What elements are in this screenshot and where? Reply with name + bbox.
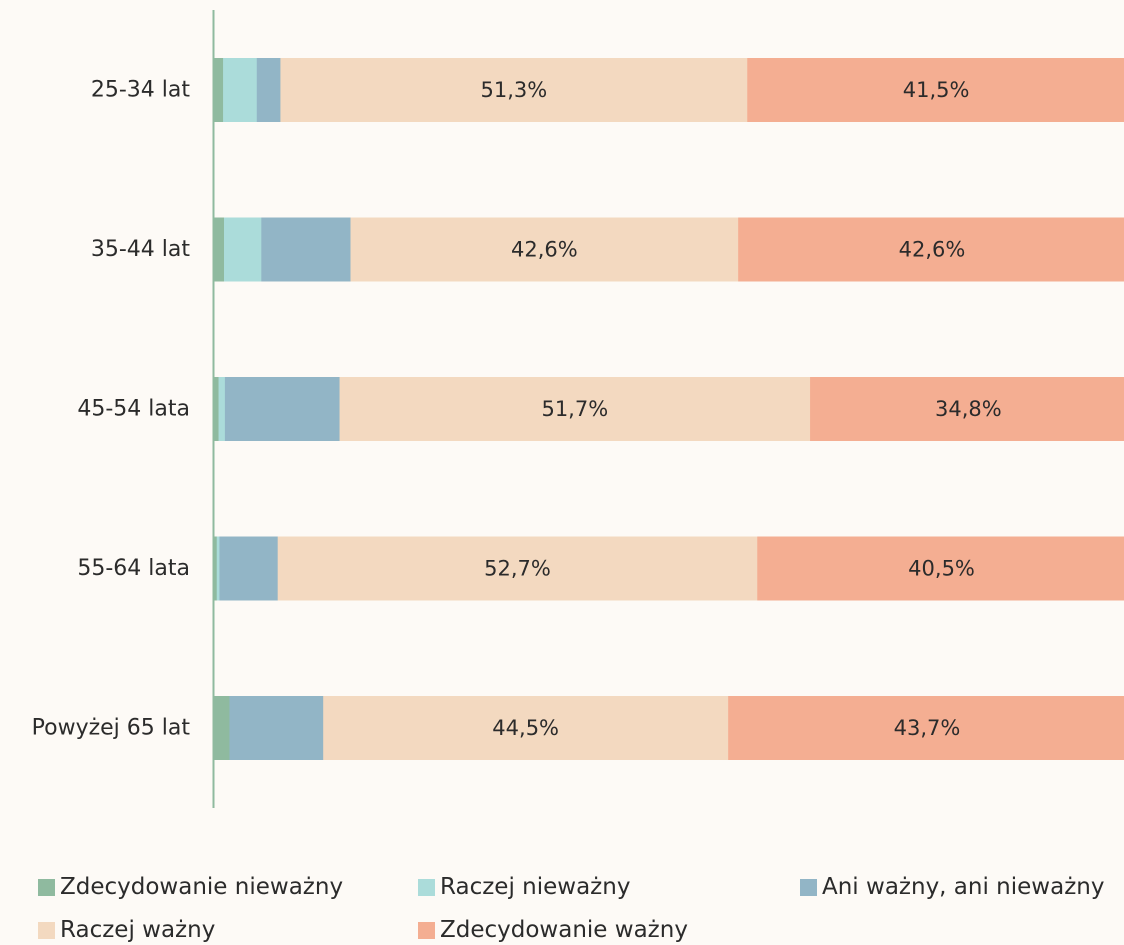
- bar-segment: [224, 217, 262, 282]
- legend-swatch: [800, 878, 817, 896]
- legend: Zdecydowanie nieważny Raczej nieważny An…: [0, 860, 1124, 945]
- bar-segment: [738, 217, 1124, 282]
- bar-segment: [339, 377, 811, 441]
- bar-segment: [214, 696, 230, 760]
- bar-segment: [747, 58, 1124, 122]
- bar-segment: [810, 377, 1124, 441]
- bar-segment: [214, 377, 219, 441]
- legend-label: Zdecydowanie nieważny: [60, 874, 344, 900]
- stacked-bar-chart: 51,3% 41,5% 42,6% 42,6% 51,7% 34,8% 52,7% 40,5%…: [32, 10, 1124, 808]
- bar-segment: [261, 217, 351, 282]
- bar-segment: [280, 58, 748, 122]
- data-label: 43,7%: [894, 716, 961, 740]
- legend-item-raczej-niewazny: Raczej nieważny: [418, 872, 630, 902]
- category-label: 55-64 lata: [77, 556, 190, 581]
- bar-segment: [218, 377, 226, 441]
- bar-segment: [350, 217, 739, 282]
- legend-label: Raczej nieważny: [440, 874, 631, 900]
- data-label: 42,6%: [511, 238, 578, 262]
- bar-segment: [216, 536, 220, 601]
- data-label: 42,6%: [899, 238, 966, 262]
- data-label: 44,5%: [492, 716, 559, 740]
- data-label: 52,7%: [484, 557, 551, 581]
- category-label: 35-44 lat: [91, 237, 191, 262]
- category-label: 25-34 lat: [91, 78, 191, 103]
- bar-segment: [728, 696, 1124, 760]
- data-label: 41,5%: [903, 78, 970, 102]
- data-label: 34,8%: [935, 397, 1002, 421]
- legend-label: Zdecydowanie ważny: [440, 917, 688, 943]
- legend-label: Raczej ważny: [60, 917, 216, 943]
- legend-item-zdecydowanie-niewazny: Zdecydowanie nieważny: [38, 872, 343, 902]
- data-label: 40,5%: [908, 557, 975, 581]
- bar-segment: [277, 536, 758, 601]
- category-label: 45-54 lata: [77, 397, 190, 422]
- legend-item-raczej-wazny: Raczej ważny: [38, 915, 215, 945]
- data-label: 51,3%: [480, 78, 547, 102]
- bar-segment: [224, 377, 340, 441]
- bar-segment: [214, 217, 225, 282]
- category-label: Powyżej 65 lat: [32, 716, 191, 741]
- legend-swatch: [38, 921, 55, 939]
- category-labels: 25-34 lat 35-44 lat 45-54 lata 55-64 lata Po…: [32, 78, 191, 741]
- bar-segment: [214, 536, 218, 601]
- bar-segment: [323, 696, 729, 760]
- legend-swatch: [418, 878, 435, 896]
- bar-segment: [214, 58, 224, 122]
- bars-group: 51,3% 41,5% 42,6% 42,6% 51,7% 34,8% 52,7% 40,5%…: [214, 58, 1124, 760]
- legend-label: Ani ważny, ani nieważny: [822, 874, 1105, 900]
- legend-swatch: [38, 878, 55, 896]
- bar-segment: [219, 536, 278, 601]
- legend-item-zdecydowanie-wazny: Zdecydowanie ważny: [418, 915, 688, 945]
- bar-segment: [256, 58, 281, 122]
- data-label: 51,7%: [541, 397, 608, 421]
- bar-segment: [757, 536, 1124, 601]
- legend-item-ani-wazny: Ani ważny, ani nieważny: [800, 872, 1104, 902]
- bar-segment: [223, 58, 258, 122]
- legend-swatch: [418, 921, 435, 939]
- bar-segment: [229, 696, 324, 760]
